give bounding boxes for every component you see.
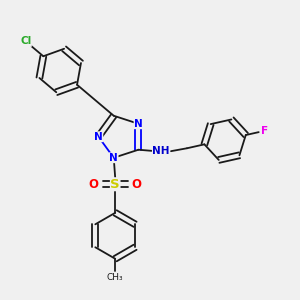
- Text: S: S: [110, 178, 120, 191]
- Text: F: F: [261, 126, 268, 136]
- Text: CH₃: CH₃: [107, 272, 124, 281]
- Text: O: O: [89, 178, 99, 191]
- Text: NH: NH: [152, 146, 170, 156]
- Text: N: N: [94, 132, 103, 142]
- Text: O: O: [132, 178, 142, 191]
- Text: N: N: [134, 119, 143, 129]
- Text: Cl: Cl: [20, 36, 32, 46]
- Text: N: N: [110, 153, 118, 163]
